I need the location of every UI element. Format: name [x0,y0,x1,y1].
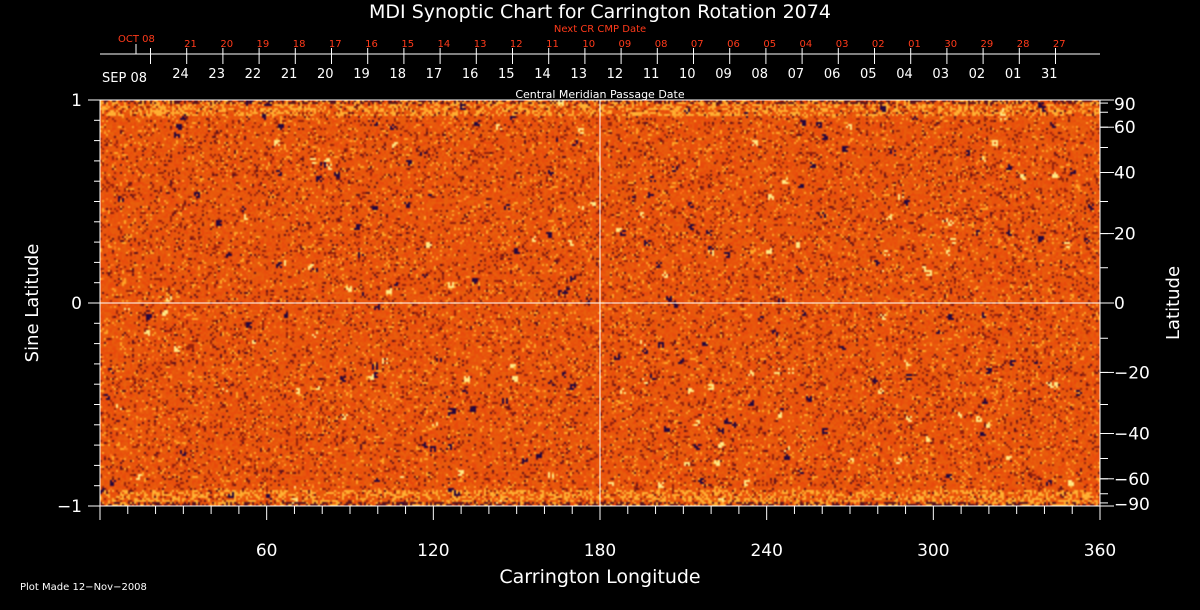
cmp-date-label: 08 [751,67,768,82]
cmp-date-label: 06 [824,67,841,82]
cmp-date-label: 16 [462,67,479,82]
cmp-date-axis: Next CR CMP Date OCT 08 SEP 08 Central M… [100,24,1100,101]
chart-title: MDI Synoptic Chart for Carrington Rotati… [369,1,831,23]
cmp-date-label: 20 [317,67,334,82]
next-cr-date-label: 10 [582,39,595,50]
next-cr-date-label: 05 [763,39,776,50]
sine-latitude-axis: 1 0 −1 [57,91,100,517]
cmp-date-label: 03 [932,67,949,82]
y-axis-label-right: Latitude [1163,266,1184,340]
next-cr-date-label: 15 [401,39,414,50]
y-right-tick-label: −20 [1114,363,1150,383]
x-tick-label: 300 [917,541,949,561]
x-tick-label: 120 [417,541,449,561]
cmp-date-label: 21 [281,67,298,82]
next-cr-date-label: 12 [510,39,523,50]
cmp-date-label: 09 [715,67,732,82]
next-cr-date-label: 03 [836,39,849,50]
next-cr-date-label: 20 [220,39,233,50]
cmp-date-label: 14 [534,67,551,82]
cmp-date-label: 23 [208,67,225,82]
next-cr-date-label: 18 [293,39,306,50]
next-cr-date-label: 01 [908,39,921,50]
x-tick-label: 180 [584,541,616,561]
cmp-date-label: 17 [426,67,443,82]
next-cr-date-label: 17 [329,39,342,50]
next-cr-date-label: 30 [944,39,957,50]
cmp-date-label: 12 [607,67,624,82]
next-cr-date-label: 28 [1017,39,1030,50]
y-right-tick-label: −90 [1114,495,1150,515]
x-tick-label: 360 [1084,541,1116,561]
next-cr-date-label: 13 [474,39,487,50]
next-cr-date-label: 02 [872,39,885,50]
cmp-date-label: 01 [1005,67,1022,82]
next-cr-date-label: 29 [981,39,994,50]
y-right-tick-label: −40 [1114,424,1150,444]
y-right-tick-label: 20 [1114,225,1136,245]
next-cr-label: Next CR CMP Date [554,24,646,35]
next-cr-date-label: 21 [184,39,197,50]
next-cr-date-label: 19 [257,39,270,50]
next-cr-date-label: 09 [619,39,632,50]
cmp-date-label: 02 [969,67,986,82]
next-cr-date-label: 14 [438,39,451,50]
cmp-date-label: 22 [245,67,262,82]
latitude-axis: 90 60 40 20 0 −20 −40 −60 −90 [1100,95,1150,515]
x-axis-label: Carrington Longitude [499,566,700,588]
next-cr-date-label: 06 [727,39,740,50]
y-left-tick-label: 1 [71,91,82,111]
next-cr-month-label: OCT 08 [118,34,155,45]
cmp-date-label: 13 [570,67,587,82]
longitude-axis: 60 120 180 240 300 360 [99,506,1116,561]
cmp-date-label: 31 [1041,67,1058,82]
y-right-tick-label: 90 [1114,95,1136,115]
cmp-date-label: 10 [679,67,696,82]
cmp-date-label: 15 [498,67,515,82]
cmp-date-label: 05 [860,67,877,82]
y-right-tick-label: 60 [1114,118,1136,138]
plot-made-footer: Plot Made 12−Nov−2008 [20,582,147,593]
y-left-tick-label: 0 [71,294,82,314]
cmp-date-label: 19 [353,67,370,82]
y-right-tick-label: 40 [1114,164,1136,184]
cmp-date-label: 24 [172,67,189,82]
y-axis-label-left: Sine Latitude [22,244,43,363]
cmp-date-label: 04 [896,67,913,82]
y-right-tick-label: 0 [1114,294,1125,314]
cmp-date-label: 11 [643,67,660,82]
y-right-tick-label: −60 [1114,470,1150,490]
central-meridian-label: Central Meridian Passage Date [515,88,684,101]
next-cr-date-label: 16 [365,39,378,50]
magnetogram-map [99,99,1101,507]
x-tick-label: 60 [256,541,278,561]
cmp-month-label: SEP 08 [102,71,147,86]
next-cr-date-label: 08 [655,39,668,50]
y-left-tick-label: −1 [57,497,82,517]
cmp-date-label: 18 [389,67,406,82]
x-tick-label: 240 [750,541,782,561]
next-cr-date-label: 11 [546,39,559,50]
next-cr-date-label: 07 [691,39,704,50]
next-cr-date-label: 27 [1053,39,1066,50]
cmp-date-label: 07 [788,67,805,82]
next-cr-date-label: 04 [800,39,813,50]
